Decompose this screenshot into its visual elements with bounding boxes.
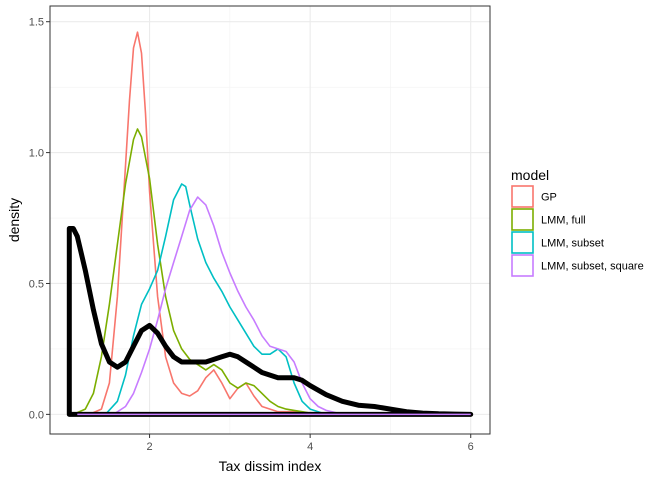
legend-items: GP LMM, full LMM, subset LMM, subset, squar… [511,185,644,277]
series-line-1 [72,128,327,416]
legend: model GP LMM, full LMM, subset LMM, subset,… [511,167,644,277]
x-tick-label: 6 [468,441,474,453]
y-tick-label: 0.0 [29,409,44,421]
legend-key [511,231,534,254]
y-tick-label: 1.0 [29,148,44,160]
x-tick-label: 2 [146,441,152,453]
legend-key [511,208,534,231]
y-axis-title: density [6,198,22,242]
panel-background [50,6,490,434]
y-tick-label: 1.5 [29,17,44,29]
series-lines [66,31,474,417]
y-tick-label: 0.5 [29,278,44,290]
legend-label: GP [541,192,557,204]
axis-ticks: 2 4 6 0.0 0.5 1.0 1.5 [29,17,474,453]
series-line-0 [88,31,319,416]
legend-label: LMM, full [541,215,586,227]
x-tick-label: 4 [307,441,313,453]
legend-key [511,254,534,277]
panel-border [49,5,491,435]
legend-label: LMM, subset, square [541,261,644,273]
legend-key [511,185,534,208]
series-line-overall [66,226,474,417]
series-line-2 [104,183,327,416]
legend-label: LMM, subset [541,238,604,250]
legend-title: model [511,167,549,183]
x-axis-title: Tax dissim index [219,458,322,474]
